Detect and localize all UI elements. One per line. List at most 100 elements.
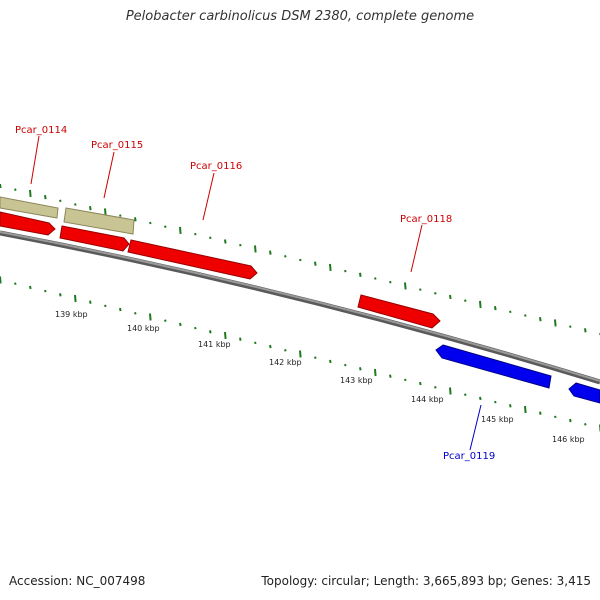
gc-tick bbox=[59, 199, 62, 203]
gc-tick bbox=[164, 225, 167, 228]
gc-tick bbox=[494, 305, 497, 311]
gc-tick bbox=[194, 232, 197, 236]
axis-tick-label: 142 kbp bbox=[269, 358, 302, 367]
gc-tick bbox=[434, 292, 437, 295]
gc-content-track-outer bbox=[0, 183, 600, 336]
gc-tick bbox=[524, 405, 527, 414]
gc-tick bbox=[194, 326, 197, 330]
gc-tick bbox=[119, 214, 122, 217]
gene-labels: Pcar_0114 Pcar_0115 Pcar_0116 Pcar_0118 … bbox=[15, 125, 495, 462]
gc-tick bbox=[314, 261, 317, 266]
gene-label[interactable]: Pcar_0118 bbox=[400, 214, 452, 225]
gene-arrow-pcar-0118[interactable] bbox=[357, 294, 441, 329]
other-feature-2 bbox=[63, 207, 135, 235]
gc-tick bbox=[344, 363, 347, 367]
gc-tick bbox=[374, 368, 377, 377]
gc-tick bbox=[554, 319, 557, 327]
gene-label[interactable]: Pcar_0119 bbox=[443, 451, 495, 462]
gc-tick bbox=[464, 299, 467, 302]
gc-tick bbox=[59, 293, 62, 297]
gc-tick bbox=[299, 350, 302, 358]
gc-tick bbox=[89, 206, 92, 211]
gc-tick bbox=[104, 304, 107, 308]
gc-tick bbox=[344, 269, 347, 273]
gene-label[interactable]: Pcar_0116 bbox=[190, 161, 242, 172]
gc-tick bbox=[419, 288, 422, 291]
gene-label[interactable]: Pcar_0114 bbox=[15, 125, 67, 136]
accession-text: Accession: NC_007498 bbox=[9, 574, 146, 588]
gc-tick bbox=[524, 314, 527, 317]
gc-tick bbox=[209, 330, 212, 334]
gc-tick bbox=[14, 188, 17, 191]
gc-tick bbox=[269, 250, 272, 255]
gc-tick bbox=[509, 310, 512, 314]
gc-tick bbox=[374, 277, 377, 280]
gc-tick bbox=[494, 400, 497, 404]
gc-tick bbox=[74, 294, 77, 303]
gc-tick bbox=[134, 217, 137, 222]
axis-tick-label: 139 kbp bbox=[55, 310, 88, 319]
gc-tick bbox=[434, 386, 437, 389]
gc-tick bbox=[569, 418, 572, 423]
gc-tick bbox=[0, 183, 2, 189]
gc-tick bbox=[554, 415, 557, 419]
feature-track-other bbox=[0, 196, 135, 235]
gc-tick bbox=[449, 294, 452, 300]
gc-tick bbox=[539, 317, 542, 322]
gene-arrow-pcar-0114[interactable] bbox=[0, 211, 56, 236]
gc-tick bbox=[224, 239, 227, 244]
axis-tick-label: 144 kbp bbox=[411, 395, 444, 404]
gene-arrow-pcar-0116[interactable] bbox=[127, 239, 258, 280]
gc-tick bbox=[299, 258, 302, 262]
axis-tick-label: 140 kbp bbox=[127, 324, 160, 333]
gc-tick bbox=[74, 203, 77, 206]
gc-tick bbox=[239, 337, 242, 341]
gc-tick bbox=[0, 276, 2, 284]
genome-summary-text: Topology: circular; Length: 3,665,893 bp… bbox=[261, 574, 591, 588]
gc-tick bbox=[179, 322, 182, 327]
gc-tick bbox=[479, 300, 482, 308]
feature-track-reverse bbox=[435, 344, 600, 404]
gc-tick bbox=[269, 344, 272, 349]
gc-tick bbox=[419, 381, 422, 386]
gc-tick bbox=[134, 312, 137, 315]
gene-arrow-pcar-0119[interactable] bbox=[435, 344, 552, 389]
gc-tick bbox=[389, 374, 392, 378]
axis-tick-label: 146 kbp bbox=[552, 435, 585, 444]
gc-tick bbox=[179, 226, 182, 234]
axis-tick-label: 141 kbp bbox=[198, 340, 231, 349]
gc-tick bbox=[389, 280, 392, 284]
gc-tick bbox=[464, 393, 467, 396]
gene-arrow-pcar-0115[interactable] bbox=[59, 225, 130, 252]
gc-tick bbox=[404, 378, 407, 382]
gc-tick bbox=[164, 319, 167, 322]
gc-tick bbox=[284, 349, 287, 352]
gc-tick bbox=[584, 328, 587, 333]
gc-tick bbox=[539, 411, 542, 415]
gc-tick bbox=[104, 208, 107, 216]
gc-tick bbox=[254, 341, 257, 345]
genome-backbone bbox=[0, 230, 600, 385]
axis-tick-label: 145 kbp bbox=[481, 415, 514, 424]
gc-tick bbox=[119, 307, 122, 312]
gc-tick bbox=[209, 236, 212, 240]
gc-tick bbox=[239, 243, 242, 247]
gc-tick bbox=[44, 194, 47, 200]
axis-tick-labels: 139 kbp 140 kbp 141 kbp 142 kbp 143 kbp … bbox=[55, 310, 585, 444]
gene-label[interactable]: Pcar_0115 bbox=[91, 140, 143, 151]
gc-tick bbox=[29, 285, 32, 290]
gc-tick bbox=[479, 396, 482, 401]
gc-tick bbox=[149, 221, 152, 225]
gc-tick bbox=[149, 313, 152, 321]
gc-tick bbox=[14, 282, 17, 285]
gc-content-track-inner bbox=[0, 276, 600, 432]
gene-arrow-partial-reverse[interactable] bbox=[568, 382, 600, 404]
feature-track-forward bbox=[0, 211, 441, 329]
gc-tick bbox=[509, 404, 512, 408]
gc-tick bbox=[314, 356, 317, 359]
map-title: Pelobacter carbinolicus DSM 2380, comple… bbox=[125, 9, 475, 24]
gc-tick bbox=[329, 359, 332, 364]
gc-tick bbox=[224, 331, 227, 340]
gc-tick bbox=[404, 282, 407, 290]
